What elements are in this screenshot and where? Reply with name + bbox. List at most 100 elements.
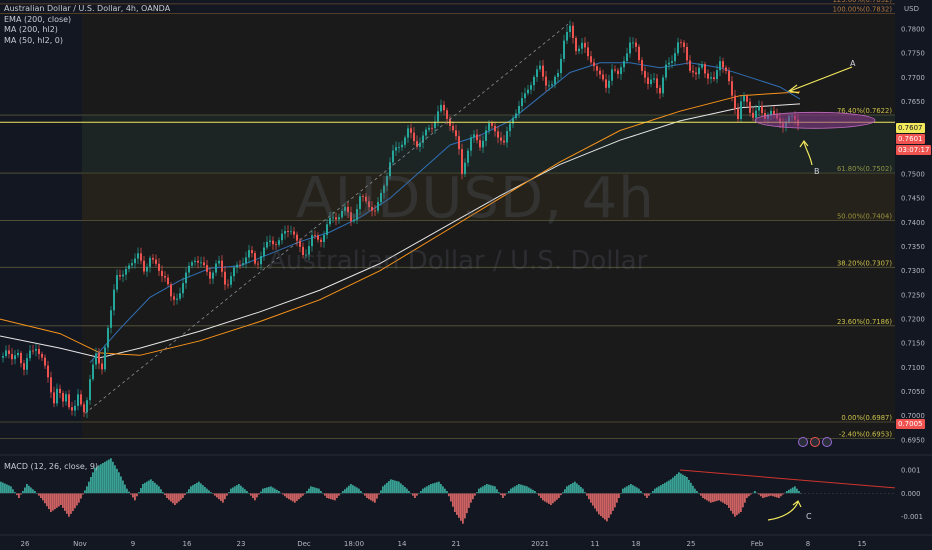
macd-histogram-bar <box>778 493 780 498</box>
candle-body <box>524 93 526 99</box>
indicator-ma200[interactable]: MA (200, hl2) <box>4 25 58 34</box>
macd-histogram-bar <box>58 493 60 507</box>
macd-histogram-bar <box>502 493 504 498</box>
macd-histogram-bar <box>780 493 782 497</box>
macd-histogram-bar <box>298 493 300 500</box>
candle-body <box>617 70 619 75</box>
macd-histogram-bar <box>656 487 658 494</box>
macd-histogram-bar <box>712 493 714 503</box>
macd-histogram-bar <box>16 493 18 496</box>
candle-body <box>245 257 247 264</box>
macd-histogram-bar <box>616 493 618 503</box>
candle-body <box>203 262 205 266</box>
macd-histogram-bar <box>352 485 354 494</box>
macd-histogram-bar <box>586 493 588 496</box>
macd-histogram-bar <box>38 493 40 496</box>
candle-body <box>53 392 55 404</box>
macd-histogram-bar <box>570 484 572 494</box>
macd-histogram-bar <box>274 488 276 494</box>
fib-label: 38.20%(0.7307) <box>837 259 892 267</box>
macd-histogram-bar <box>606 493 608 522</box>
macd-label[interactable]: MACD (12, 26, close, 9) <box>4 462 99 471</box>
macd-histogram-bar <box>264 488 266 494</box>
event-marker-icon <box>798 437 808 447</box>
time-tick-label: Feb <box>751 540 764 548</box>
macd-histogram-bar <box>2 482 4 494</box>
candle-body <box>755 110 757 118</box>
macd-histogram-bar <box>460 493 462 521</box>
macd-histogram-bar <box>92 472 94 494</box>
macd-histogram-bar <box>370 493 372 501</box>
candle-body <box>35 349 37 351</box>
macd-histogram-bar <box>306 491 308 494</box>
candle-body <box>8 350 10 354</box>
indicator-ema200[interactable]: EMA (200, close) <box>4 14 72 24</box>
macd-histogram-bar <box>382 486 384 494</box>
time-tick-label: 26 <box>21 540 30 548</box>
macd-histogram-bar <box>90 477 92 494</box>
macd-histogram-bar <box>738 493 740 514</box>
candle-body <box>626 53 628 61</box>
indicator-ma50[interactable]: MA (50, hl2, 0) <box>4 35 63 45</box>
candle-body <box>479 140 481 148</box>
macd-histogram-bar <box>442 486 444 494</box>
macd-histogram-bar <box>98 465 100 494</box>
macd-histogram-bar <box>760 493 762 497</box>
candle-body <box>497 131 499 138</box>
macd-histogram-bar <box>28 485 30 494</box>
candle-body <box>461 149 463 175</box>
symbol-watermark: AUDUSD, 4h <box>296 166 655 231</box>
time-tick-label: 9 <box>131 540 135 548</box>
candle-body <box>464 162 466 175</box>
macd-histogram-bar <box>560 493 562 496</box>
macd-histogram-bar <box>326 493 328 498</box>
macd-histogram-bar <box>506 493 508 494</box>
macd-histogram-bar <box>394 480 396 494</box>
macd-histogram-bar <box>338 493 340 496</box>
macd-histogram-bar <box>508 491 510 494</box>
macd-histogram-bar <box>52 493 54 511</box>
candle-body <box>107 327 109 348</box>
candle-body <box>422 135 424 143</box>
price-axis <box>895 0 932 550</box>
macd-histogram-bar <box>292 493 294 502</box>
candle-body <box>713 77 715 80</box>
macd-histogram-bar <box>792 487 794 494</box>
price-tick-label: 0.7500 <box>901 171 925 179</box>
macd-histogram-bar <box>776 493 778 498</box>
macd-histogram-bar <box>578 485 580 494</box>
candle-body <box>14 355 16 360</box>
candle-body <box>398 147 400 148</box>
macd-histogram-bar <box>538 493 540 496</box>
macd-histogram-bar <box>724 493 726 504</box>
candle-body <box>173 296 175 300</box>
price-tick-label: 0.7300 <box>901 267 925 275</box>
candle-body <box>140 253 142 261</box>
candle-body <box>377 202 379 211</box>
ema200-line <box>0 103 801 359</box>
candle-body <box>350 212 352 222</box>
macd-histogram-bar <box>314 487 316 494</box>
candle-body <box>611 69 613 81</box>
candle-body <box>119 275 121 277</box>
candle-body <box>287 231 289 233</box>
macd-histogram-bar <box>708 493 710 502</box>
macd-histogram-bar <box>554 493 556 502</box>
candle-body <box>593 62 595 67</box>
macd-histogram-bar <box>360 491 362 494</box>
macd-histogram-bar <box>700 493 702 496</box>
candle-body <box>545 76 547 86</box>
macd-histogram-bar <box>0 481 2 494</box>
macd-histogram-bar <box>456 493 458 515</box>
base-price-tag: 0.7005 <box>896 419 925 429</box>
fib-label: 23.60%(0.7186) <box>837 318 892 326</box>
candle-body <box>695 72 697 75</box>
candle-body <box>44 357 46 366</box>
macd-histogram-bar <box>600 493 602 517</box>
candle-body <box>5 350 7 357</box>
candle-body <box>110 310 112 328</box>
candle-body <box>722 61 724 68</box>
macd-histogram-bar <box>82 493 84 495</box>
candle-body <box>299 240 301 247</box>
